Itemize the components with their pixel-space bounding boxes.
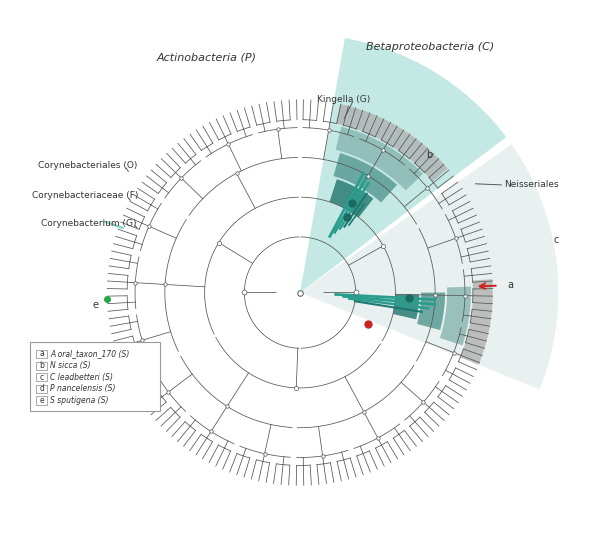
FancyBboxPatch shape [36, 385, 47, 393]
Polygon shape [300, 145, 559, 389]
Text: P nancelensis (S): P nancelensis (S) [50, 384, 115, 393]
Text: Actinobacteria (P): Actinobacteria (P) [156, 53, 256, 63]
Text: e: e [40, 396, 44, 405]
Text: A oral_taxon_170 (S): A oral_taxon_170 (S) [50, 349, 130, 358]
Polygon shape [393, 294, 419, 320]
FancyBboxPatch shape [36, 373, 47, 381]
Polygon shape [417, 293, 445, 330]
Text: d: d [39, 384, 44, 393]
Text: Corynebacteriaceae (F): Corynebacteriaceae (F) [32, 192, 139, 200]
FancyBboxPatch shape [36, 362, 47, 370]
Text: a: a [508, 280, 514, 290]
Text: Kingella (G): Kingella (G) [317, 95, 370, 104]
Polygon shape [460, 279, 493, 365]
Text: b: b [427, 150, 433, 160]
Text: S sputigena (S): S sputigena (S) [50, 396, 109, 405]
Text: b: b [39, 361, 44, 370]
Polygon shape [336, 104, 448, 182]
Text: a: a [39, 349, 44, 358]
Text: e: e [92, 300, 98, 310]
Text: C leadbetteri (S): C leadbetteri (S) [50, 373, 113, 381]
FancyBboxPatch shape [36, 396, 47, 405]
Text: c: c [554, 235, 559, 245]
Text: Corynebacterium (G): Corynebacterium (G) [41, 219, 136, 228]
Polygon shape [335, 127, 423, 190]
Polygon shape [334, 153, 397, 203]
Polygon shape [329, 179, 373, 217]
Text: N sicca (S): N sicca (S) [50, 361, 91, 370]
FancyBboxPatch shape [36, 350, 47, 358]
Text: Corynebacteriales (O): Corynebacteriales (O) [38, 161, 137, 170]
Text: Neisseriales: Neisseriales [504, 181, 559, 189]
Polygon shape [440, 286, 471, 346]
Polygon shape [300, 38, 506, 293]
Text: c: c [40, 373, 44, 381]
FancyBboxPatch shape [30, 342, 160, 411]
Text: Betaproteobacteria (C): Betaproteobacteria (C) [365, 42, 494, 52]
